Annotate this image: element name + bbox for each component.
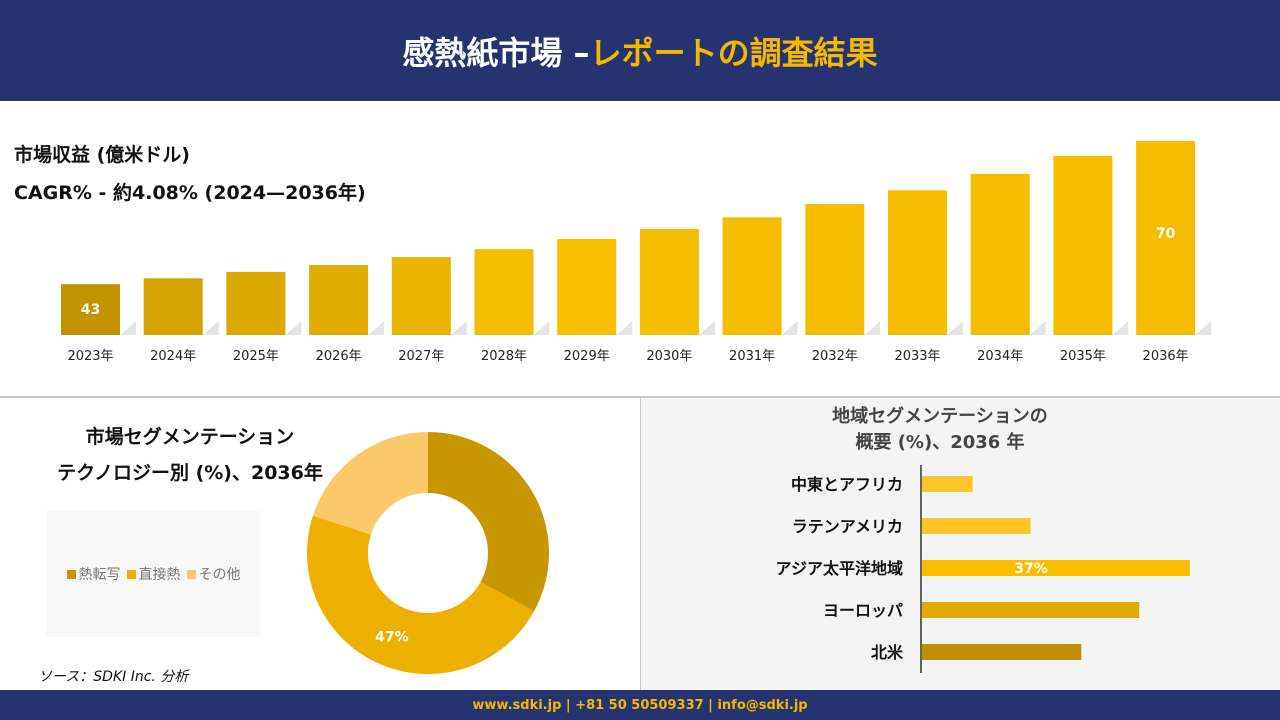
- bar: [722, 217, 782, 335]
- bar-shadow: [533, 321, 550, 335]
- region-bar: [922, 476, 973, 492]
- bar-shadow: [1029, 321, 1046, 335]
- header-banner: 感熱紙市場 – レポートの調査結果: [0, 0, 1280, 101]
- region-title: 地域セグメンテーションの 概要 (%)、2036 年: [790, 404, 1090, 456]
- donut-data-label: 47%: [375, 630, 409, 646]
- donut-slice: [428, 432, 549, 612]
- bar-shadow: [616, 321, 633, 335]
- legend-swatch: [126, 569, 136, 579]
- page-title: 感熱紙市場 –: [402, 33, 590, 72]
- x-tick-label: 2028年: [481, 349, 527, 364]
- bar: [805, 204, 865, 335]
- region-title-2: 概要 (%)、2036 年: [855, 432, 1025, 453]
- bar-shadow: [1195, 321, 1212, 335]
- bar: [1053, 155, 1113, 335]
- vertical-divider: [640, 398, 641, 690]
- x-tick-label: 2036年: [1143, 349, 1189, 364]
- bar: [1136, 141, 1196, 335]
- region-bar: [922, 518, 1031, 534]
- bar-shadow: [947, 321, 963, 335]
- donut-slice: [312, 432, 428, 535]
- legend-item: 熱転写: [66, 564, 121, 584]
- donut-title-2: テクノロジー別 (%)、2036年: [57, 462, 323, 484]
- x-tick-label: 2034年: [977, 349, 1023, 364]
- data-label: 70: [1156, 226, 1176, 242]
- donut-title-1: 市場セグメンテーション: [85, 426, 295, 448]
- bar-shadow: [698, 321, 715, 335]
- bar: [309, 265, 369, 335]
- x-tick-label: 2023年: [67, 349, 113, 364]
- bar-shadow: [450, 321, 467, 335]
- bar: [474, 249, 534, 335]
- bar: [970, 173, 1030, 335]
- region-data-label: 37%: [1014, 561, 1048, 577]
- bar-shadow: [781, 321, 798, 335]
- legend-label: その他: [198, 567, 241, 583]
- region-title-1: 地域セグメンテーションの: [832, 406, 1048, 427]
- bar: [391, 257, 451, 335]
- legend-swatch: [66, 569, 76, 579]
- bar-shadow: [285, 321, 302, 335]
- region-label: 北米: [871, 643, 904, 662]
- page-title-accent: レポートの調査結果: [589, 33, 878, 72]
- bar: [226, 271, 286, 335]
- cagr-label: CAGR% - 約4.08% (2024—2036年): [14, 182, 366, 204]
- legend-label: 熱転写: [78, 567, 121, 583]
- data-label: 43: [81, 302, 100, 318]
- donut-legend: 熱転写 直接熱 その他: [46, 511, 261, 637]
- legend-item: その他: [186, 564, 241, 584]
- bar-shadow: [1112, 321, 1129, 335]
- x-tick-label: 2027年: [398, 349, 444, 364]
- x-tick-label: 2031年: [729, 349, 775, 364]
- donut-slice: [307, 515, 535, 674]
- bar-shadow: [864, 321, 881, 335]
- x-tick-label: 2032年: [812, 349, 858, 364]
- bar: [888, 190, 947, 335]
- region-label: アジア太平洋地域: [776, 559, 903, 578]
- region-bar: [922, 560, 1190, 576]
- bar: [639, 228, 699, 335]
- footer-contact: www.sdki.jp | +81 50 50509337 | info@sdk…: [0, 690, 1280, 720]
- region-bar: [922, 602, 1140, 618]
- bar-shadow: [120, 321, 136, 335]
- region-label: ヨーロッパ: [823, 601, 903, 620]
- x-tick-label: 2026年: [316, 349, 362, 364]
- bar: [557, 239, 617, 335]
- bar-shadow: [368, 321, 385, 335]
- region-label: 中東とアフリカ: [791, 475, 903, 494]
- source-note: ソース：SDKI Inc. 分析: [38, 669, 189, 685]
- x-tick-label: 2035年: [1060, 349, 1106, 364]
- x-tick-label: 2033年: [894, 349, 940, 364]
- region-bar: [922, 644, 1082, 660]
- x-tick-label: 2029年: [564, 349, 610, 364]
- region-panel: [641, 398, 1280, 690]
- divider: [0, 396, 1280, 398]
- revenue-label: 市場収益 (億米ドル): [14, 144, 190, 166]
- bar-shadow: [202, 321, 219, 335]
- region-label: ラテンアメリカ: [792, 517, 903, 536]
- bar: [61, 284, 120, 335]
- x-tick-label: 2030年: [646, 349, 692, 364]
- legend-swatch: [186, 569, 196, 579]
- bar: [143, 278, 203, 335]
- legend-item: 直接熱: [126, 564, 181, 584]
- legend-label: 直接熱: [138, 567, 181, 583]
- x-tick-label: 2024年: [150, 349, 196, 364]
- x-tick-label: 2025年: [233, 349, 279, 364]
